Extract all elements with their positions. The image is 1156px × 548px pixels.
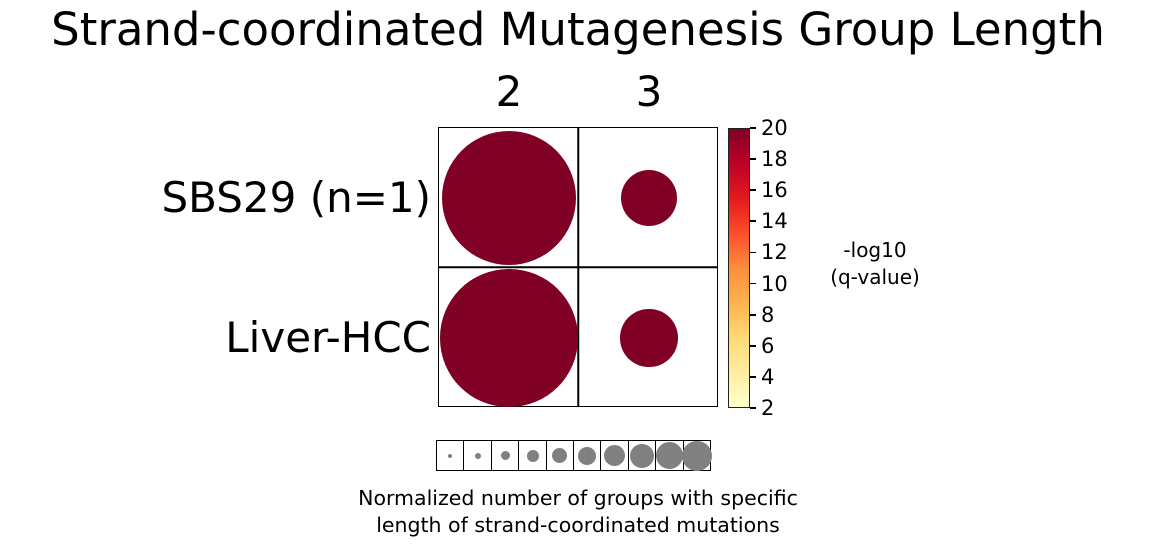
colorbar-tick-label: 12: [761, 240, 788, 265]
grid-horizontal-divider: [439, 266, 717, 268]
colorbar-label: -log10 (q-value): [795, 237, 955, 291]
column-header-2: 2: [495, 67, 523, 116]
colorbar-ticks: 20 18 16 14 12 10 8 6 4 2: [750, 116, 810, 420]
size-legend-cell: [545, 440, 575, 471]
colorbar-tick: [750, 127, 756, 129]
colorbar-tick-label: 6: [761, 333, 775, 358]
size-legend-caption-line1: Normalized number of groups with specifi…: [358, 486, 798, 510]
size-legend-cell: [463, 440, 492, 471]
colorbar-tick: [750, 282, 756, 285]
size-legend-circle: [552, 448, 568, 463]
colorbar-label-line2: (q-value): [830, 265, 920, 289]
colorbar-tick: [750, 344, 756, 347]
bubble-r1-c1: [620, 309, 678, 367]
bubble-r0-c0: [441, 130, 577, 266]
size-legend-cell: [436, 440, 465, 471]
colorbar-tick-label: 16: [761, 178, 788, 203]
size-legend-cell: [627, 440, 657, 471]
colorbar-tick-label: 14: [761, 209, 788, 234]
chart-title: Strand-coordinated Mutagenesis Group Len…: [51, 3, 1105, 56]
colorbar-tick: [750, 158, 756, 160]
size-legend-cell: [600, 440, 630, 471]
size-legend-cell: [573, 440, 602, 471]
size-legend-circle: [604, 445, 626, 466]
size-legend: [436, 440, 712, 471]
colorbar-tick: [750, 251, 756, 254]
colorbar-tick: [750, 407, 756, 409]
bubble-r1-c0: [440, 269, 578, 407]
colorbar-tick: [750, 189, 756, 192]
bubble-r0-c1: [621, 170, 677, 226]
row-label-liver-hcc: Liver-HCC: [225, 313, 431, 362]
colorbar-tick-label: 18: [761, 147, 788, 172]
size-legend-circle: [500, 451, 510, 460]
size-legend-circle: [526, 449, 539, 462]
size-legend-cell: [490, 440, 520, 471]
column-header-3: 3: [635, 67, 663, 116]
colorbar-tick: [750, 375, 756, 378]
size-legend-cell: [518, 440, 547, 471]
size-legend-circle: [656, 442, 684, 469]
size-legend-circle: [448, 453, 453, 458]
size-legend-circle: [474, 452, 481, 459]
colorbar-tick-label: 10: [761, 271, 788, 296]
colorbar-tick-label: 4: [761, 364, 775, 389]
size-legend-caption-line2: length of strand-coordinated mutations: [376, 513, 780, 537]
colorbar-tick: [750, 220, 756, 223]
bubble-grid: [438, 127, 718, 407]
size-legend-circle: [630, 443, 655, 468]
colorbar-tick-label: 8: [761, 302, 775, 327]
row-label-sbs29: SBS29 (n=1): [161, 173, 432, 222]
colorbar-tick-label: 2: [761, 396, 775, 420]
colorbar-tick-label: 20: [761, 116, 788, 140]
colorbar-label-line1: -log10: [843, 238, 907, 262]
colorbar-tick: [750, 313, 756, 316]
size-legend-circle: [681, 440, 712, 471]
size-legend-cell: [681, 440, 712, 471]
colorbar: [728, 128, 750, 408]
size-legend-circle: [578, 446, 597, 465]
size-legend-cell: [655, 440, 684, 471]
